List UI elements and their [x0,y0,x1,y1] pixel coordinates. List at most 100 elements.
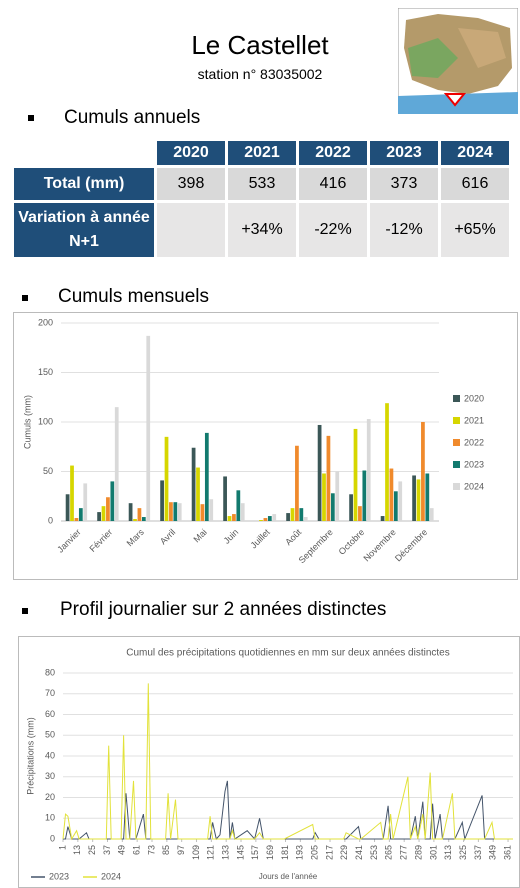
x-tick-label: Août [283,527,304,548]
bar [291,508,295,521]
bar [394,491,398,521]
bar [286,513,290,521]
page: Le Castellet station n° 83035002 Cumuls … [0,0,520,888]
x-tick-label: 277 [399,845,409,860]
bar [223,476,227,521]
y-tick-label: 80 [45,667,55,677]
legend-label: 2023 [49,871,69,881]
bar [335,472,339,522]
x-tick-label: Janvier [55,527,83,555]
bar [430,508,434,521]
y-tick-label: 40 [45,750,55,760]
x-tick-label: 229 [339,845,349,860]
bar [201,504,205,521]
cell: 398 [157,168,225,200]
x-tick-label: Décembre [393,527,429,563]
x-tick-label: 133 [221,845,231,860]
bar [115,407,119,521]
cell: -22% [299,203,367,257]
bar [385,403,389,521]
bar [264,518,268,521]
bar [381,516,385,521]
x-tick-label: 253 [369,845,379,860]
y-axis-label: Cumuls (mm) [22,395,32,449]
x-tick-label: Septembre [297,527,335,565]
bar [110,481,114,521]
cell: +65% [441,203,509,257]
legend-label: 2021 [464,415,484,425]
bar [318,425,322,521]
bar [173,502,177,521]
annual-table: 2020 2021 2022 2023 2024 Total (mm) 398 … [11,138,512,260]
x-tick-label: 157 [250,845,260,860]
x-tick-label: 109 [191,845,201,860]
y-tick-label: 0 [48,515,53,525]
x-tick-label: Février [87,527,114,554]
cell: 373 [370,168,438,200]
legend-label: 2022 [464,437,484,447]
x-tick-label: 337 [473,845,483,860]
x-tick-label: 313 [443,845,453,860]
bar [304,517,308,521]
map [398,8,518,114]
legend-swatch [453,417,460,424]
bar [349,494,353,521]
legend-label: 2024 [101,871,121,881]
cell: 416 [299,168,367,200]
bar [205,433,209,521]
bar [129,503,133,521]
daily-chart: Cumul des précipitations quotidiennes en… [18,636,520,888]
section-heading: Cumuls mensuels [58,286,209,308]
bar [412,475,416,521]
cell: 533 [228,168,296,200]
bar [97,512,101,521]
bar [75,518,79,521]
bar [295,446,299,521]
line-series [63,683,513,839]
bar [299,508,303,521]
bar [196,468,200,521]
bar [165,437,169,521]
legend-swatch [453,395,460,402]
bar [138,508,142,521]
x-tick-label: Mai [192,527,209,544]
bar [272,514,276,521]
bar [241,503,245,521]
x-tick-label: 205 [310,845,320,860]
x-tick-label: 49 [117,845,127,855]
x-tick-label: 37 [102,845,112,855]
x-tick-label: Octobre [337,527,367,557]
y-axis-label: Précipitations (mm) [25,717,35,795]
section-heading: Profil journalier sur 2 années distincte… [60,599,386,621]
legend-swatch [453,483,460,490]
x-tick-label: 181 [280,845,290,860]
bar [236,490,240,521]
bar [331,493,335,521]
subtitle: station n° 83035002 [120,66,400,82]
y-tick-label: 30 [45,771,55,781]
x-tick-label: 265 [384,845,394,860]
bar [417,479,421,521]
cell [157,203,225,257]
bar [322,473,326,521]
row-label: Total (mm) [14,168,154,200]
x-tick-label: Juillet [248,527,272,551]
bar [425,473,429,521]
bar [367,419,371,521]
legend-swatch [453,461,460,468]
x-tick-label: Mars [125,527,147,549]
y-tick-label: 200 [38,317,53,327]
bar [178,503,182,521]
bar [327,436,331,521]
y-tick-label: 20 [45,792,55,802]
bar [146,336,150,521]
x-tick-label: 169 [265,845,275,860]
x-tick-label: 349 [488,845,498,860]
x-tick-label: 217 [324,845,334,860]
y-tick-label: 50 [45,730,55,740]
bar [133,519,137,521]
x-tick-label: 61 [132,845,142,855]
y-tick-label: 150 [38,367,53,377]
x-tick-label: 25 [87,845,97,855]
